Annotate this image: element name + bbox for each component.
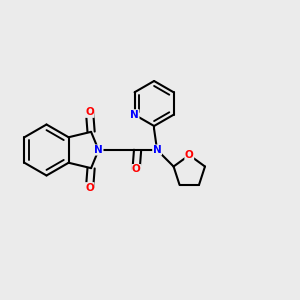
Text: N: N [94, 145, 103, 155]
Text: O: O [85, 107, 94, 117]
Text: O: O [85, 183, 94, 193]
Text: N: N [130, 110, 139, 120]
Text: O: O [185, 150, 194, 160]
Text: N: N [153, 145, 161, 155]
Text: O: O [132, 164, 140, 175]
